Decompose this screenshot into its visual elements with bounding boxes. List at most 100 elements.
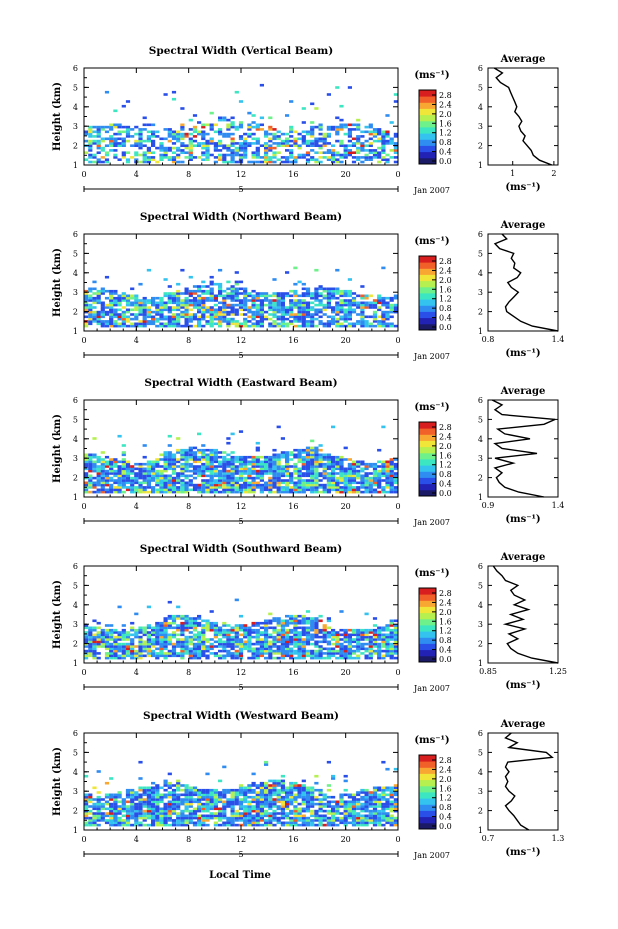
x-tick-label: 4 — [134, 336, 139, 345]
heatmap-cell — [167, 638, 172, 641]
heatmap-cell — [222, 642, 227, 646]
heatmap-cell — [293, 266, 298, 270]
heatmap-cell — [155, 640, 160, 644]
y-tick-label: 2 — [73, 308, 78, 317]
panel-4: Spectral Width (Southward Beam)123456Hei… — [52, 543, 567, 693]
heatmap-cell — [155, 800, 160, 804]
heatmap-cell — [96, 819, 101, 822]
heatmap-cell — [84, 490, 89, 494]
heatmap-cell — [151, 821, 156, 825]
heatmap-cell — [364, 301, 369, 305]
heatmap-cell — [96, 490, 101, 494]
heatmap-cell — [222, 289, 227, 293]
heatmap-cell — [184, 292, 189, 295]
heatmap-cell — [372, 313, 378, 316]
heatmap-cell — [104, 642, 110, 646]
heatmap-cell — [125, 788, 131, 792]
heatmap-cell — [314, 446, 319, 450]
heatmap-cell — [356, 631, 361, 634]
heatmap-cell — [213, 308, 218, 312]
heatmap-cell — [226, 645, 231, 648]
heatmap-cell — [331, 631, 336, 634]
heatmap-cell — [201, 444, 206, 447]
heatmap-cell — [209, 628, 214, 632]
heatmap-cell — [322, 132, 327, 136]
heatmap-cell — [301, 486, 306, 489]
heatmap-cell — [268, 149, 273, 152]
heatmap-cell — [201, 158, 206, 161]
heatmap-cell — [138, 649, 143, 653]
heatmap-cell — [88, 144, 93, 147]
heatmap-cell — [335, 139, 340, 143]
heatmap-cell — [347, 472, 352, 475]
heatmap-cell — [201, 292, 206, 295]
heatmap-cell — [264, 619, 269, 623]
heatmap-cell — [180, 624, 185, 627]
colorbar-tick-label: 2.8 — [439, 423, 452, 432]
heatmap-cell — [301, 619, 306, 623]
heatmap-cell — [192, 649, 198, 653]
heatmap-cell — [368, 483, 373, 487]
heatmap-cell — [343, 640, 348, 644]
heatmap-cell — [113, 795, 118, 799]
heatmap-cell — [130, 654, 135, 658]
heatmap-cell — [389, 631, 394, 634]
heatmap-cell — [356, 490, 361, 494]
heatmap-cell — [201, 125, 206, 129]
heatmap-cell — [238, 793, 244, 797]
heatmap-cell — [276, 303, 281, 307]
heatmap-cell — [230, 819, 235, 822]
heatmap-cell — [297, 621, 302, 625]
heatmap-cell — [171, 469, 177, 473]
heatmap-cell — [176, 160, 181, 164]
heatmap-cell — [96, 313, 101, 316]
heatmap-cell — [201, 465, 206, 468]
heatmap-cell — [360, 638, 365, 641]
heatmap-cell — [381, 626, 386, 630]
heatmap-cell — [96, 770, 101, 773]
heatmap-cell — [272, 816, 277, 820]
heatmap-cell — [125, 128, 131, 131]
heatmap-cell — [280, 142, 285, 145]
heatmap-cell — [205, 809, 210, 813]
heatmap-cell — [331, 652, 336, 655]
heatmap-cell — [255, 324, 260, 328]
heatmap-cell — [104, 781, 110, 785]
heatmap-cell — [188, 800, 193, 804]
heatmap-cell — [125, 324, 131, 328]
heatmap-cell — [151, 795, 156, 799]
heatmap-cell — [88, 296, 93, 300]
heatmap-cell — [176, 135, 181, 138]
heatmap-cell — [381, 149, 386, 152]
heatmap-cell — [381, 462, 386, 466]
heatmap-cell — [138, 320, 143, 323]
heatmap-cell — [230, 483, 235, 487]
heatmap-cell — [305, 635, 311, 639]
heatmap-cell — [364, 294, 369, 298]
heatmap-cell — [377, 139, 382, 143]
heatmap-cell — [243, 642, 248, 646]
heatmap-cell — [310, 486, 315, 489]
heatmap-cell — [100, 315, 105, 319]
heatmap-cell — [280, 621, 285, 625]
heatmap-cell — [176, 786, 181, 790]
heatmap-cell — [201, 809, 206, 813]
heatmap-cell — [393, 645, 398, 648]
heatmap-cell — [272, 474, 277, 478]
heatmap-cell — [385, 142, 390, 145]
heatmap-cell — [218, 486, 223, 489]
heatmap-cell — [251, 816, 256, 820]
heatmap-cell — [201, 816, 206, 820]
heatmap-cell — [280, 160, 285, 164]
heatmap-cell — [121, 645, 126, 648]
heatmap-cell — [167, 635, 172, 639]
heatmap-cell — [146, 798, 151, 801]
heatmap-cell — [310, 308, 315, 312]
heatmap-cell — [377, 460, 382, 464]
heatmap-cell — [285, 649, 290, 653]
heatmap-cell — [268, 137, 273, 141]
heatmap-cell — [188, 137, 193, 141]
heatmap-cell — [171, 322, 177, 326]
heatmap-cell — [226, 453, 231, 457]
heatmap-cell — [146, 123, 151, 127]
